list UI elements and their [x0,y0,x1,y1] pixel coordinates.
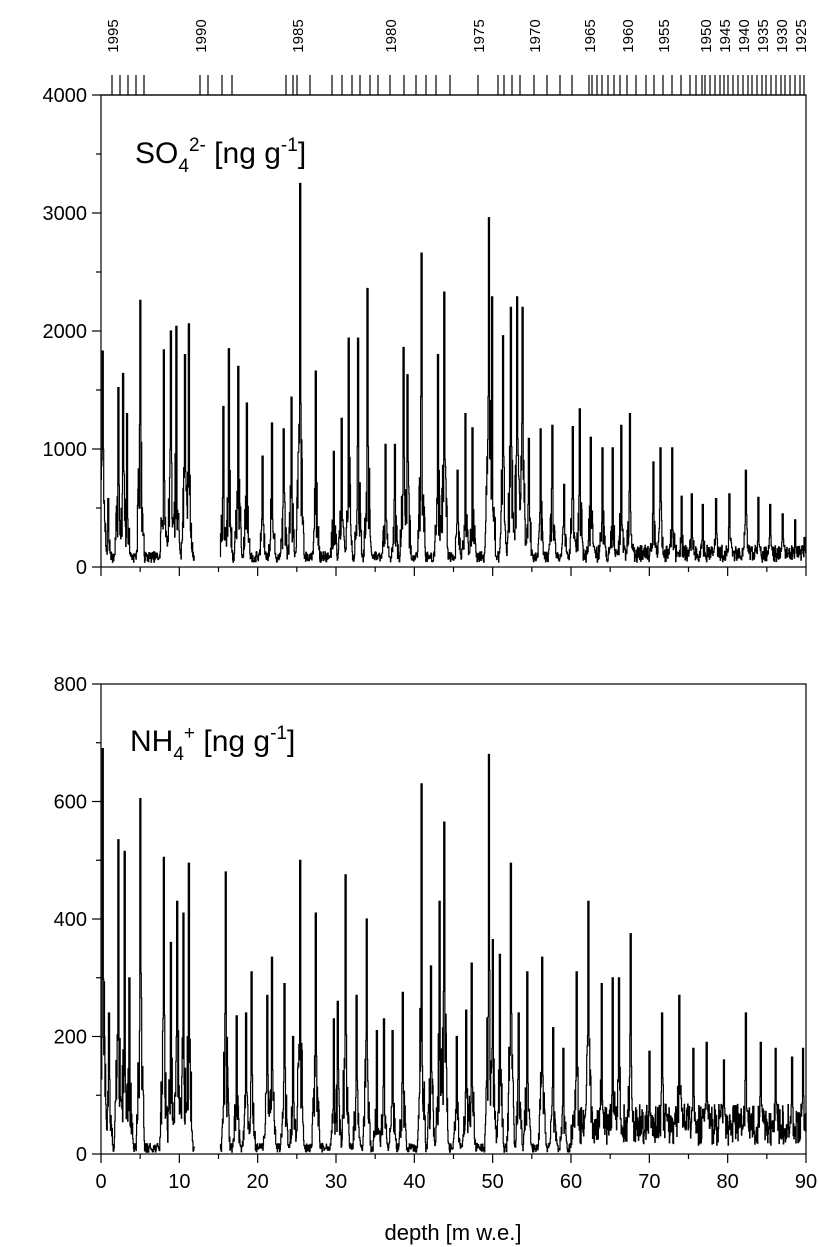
year-label: 1995 [105,19,122,52]
year-label: 1955 [656,19,673,52]
x-tick-label: 50 [482,1171,504,1193]
year-label: 1925 [793,19,810,52]
ammonium-series-line [100,748,807,1153]
year-label: 1960 [620,19,637,52]
y-tick-label: 1000 [43,439,88,461]
y-tick-label: 0 [76,557,87,579]
year-label: 1990 [193,19,210,52]
year-label: 1980 [383,19,400,52]
y-tick-label: 800 [54,674,87,696]
x-tick-label: 70 [638,1171,660,1193]
ammonium-panel-title: NH4+ [ng g-1] [130,723,295,765]
x-tick-label: 30 [325,1171,347,1193]
year-label: 1930 [774,19,791,52]
ammonium-panel: 0 200 400 600 800 0 10 20 30 40 50 60 70 80 90 NH4+ [… [54,674,818,1245]
y-tick-label: 0 [76,1144,87,1166]
sulfate-panel-title: SO42- [ng g-1] [135,135,306,177]
year-label: 1965 [582,19,599,52]
y-tick-label: 3000 [43,203,88,225]
x-tick-label: 60 [560,1171,582,1193]
x-tick-label: 80 [717,1171,739,1193]
y-tick-label: 600 [54,792,87,814]
year-label: 1975 [471,19,488,52]
year-label: 1940 [736,19,753,52]
sulfate-series-line [100,182,807,563]
x-tick-label: 90 [795,1171,817,1193]
x-tick-label: 20 [247,1171,269,1193]
year-label: 1935 [755,19,772,52]
x-tick-label: 40 [403,1171,425,1193]
y-tick-label: 200 [54,1027,87,1049]
x-axis-title: depth [m w.e.] [385,1220,522,1245]
ammonium-y-axis: 0 200 400 600 800 [54,674,101,1166]
y-tick-label: 4000 [43,85,88,107]
sulfate-y-axis: 0 1000 2000 3000 4000 [43,85,101,579]
sulfate-panel: 0 1000 2000 3000 4000 SO42- [ng g-1] [43,85,807,579]
top-year-axis: 1995 1990 1985 1980 1975 1970 1965 1960 1955 1950… [101,19,810,96]
year-label: 1950 [698,19,715,52]
sulfate-x-ticks [100,567,807,576]
year-label: 1945 [717,19,734,52]
x-tick-label: 0 [95,1171,106,1193]
year-label: 1985 [290,19,307,52]
y-tick-label: 400 [54,909,87,931]
ammonium-x-axis: 0 10 20 30 40 50 60 70 80 90 [95,1154,817,1193]
year-label: 1970 [527,19,544,52]
y-tick-label: 2000 [43,321,88,343]
x-tick-label: 10 [168,1171,190,1193]
